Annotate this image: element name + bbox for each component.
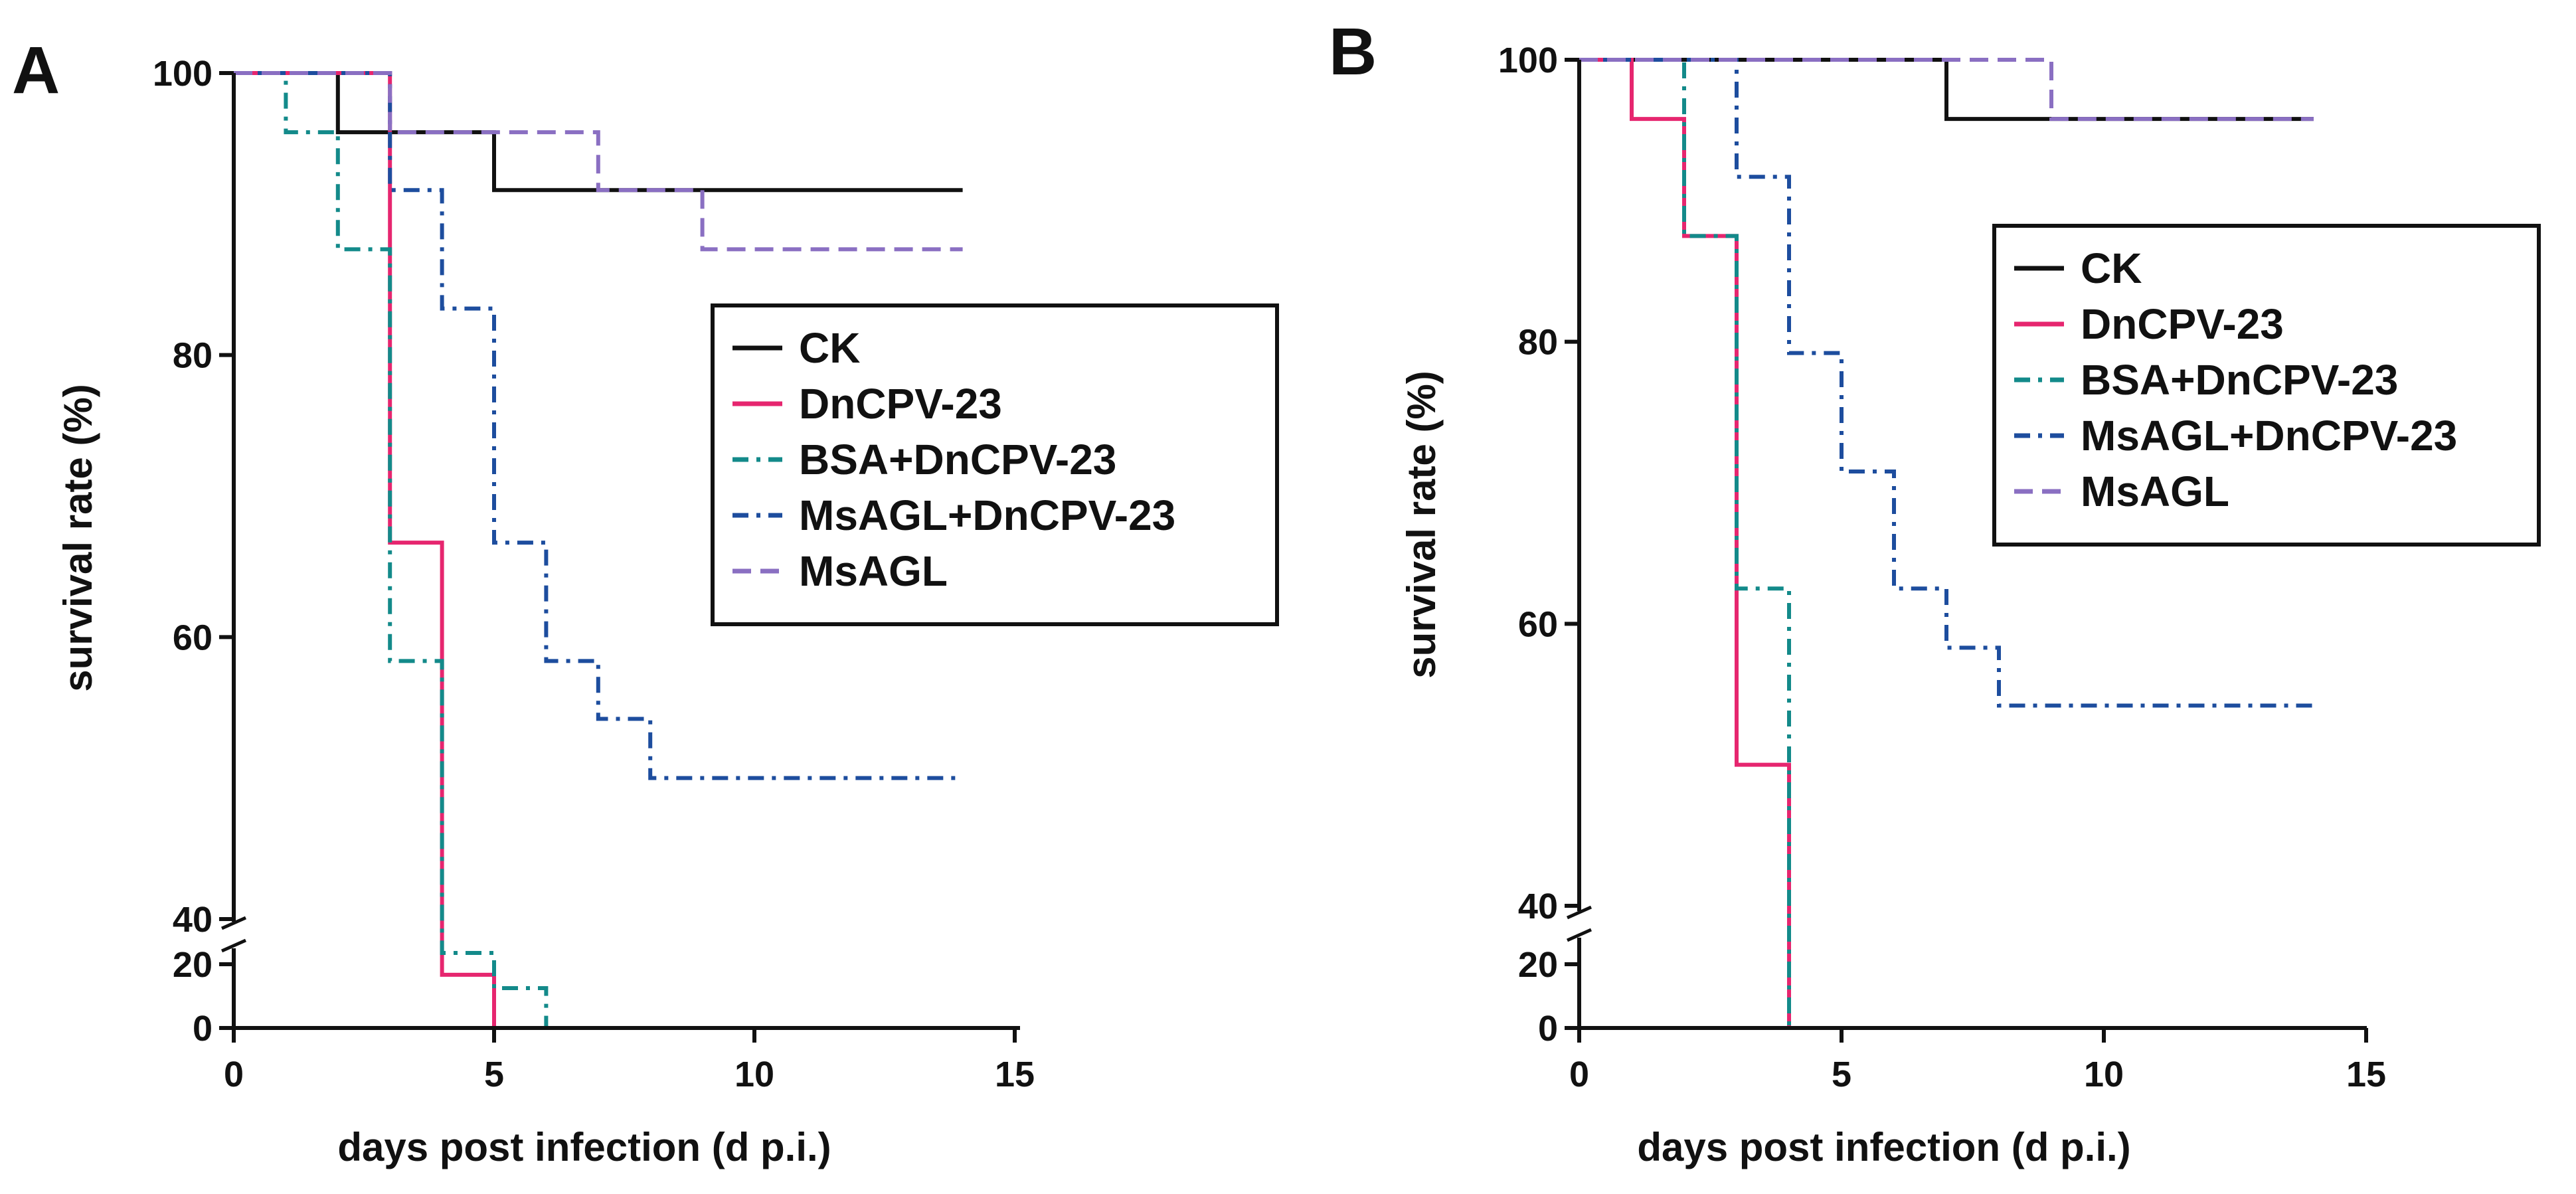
legend-label-msagl-dncpv: MsAGL+DnCPV-23 bbox=[799, 491, 1175, 539]
y-tick-label-60-a: 60 bbox=[173, 618, 213, 657]
x-tick-label-5-a: 5 bbox=[484, 1055, 504, 1094]
legend-label-msagl-dncpv: MsAGL+DnCPV-23 bbox=[2081, 412, 2457, 460]
y-tick-label-0-a: 0 bbox=[193, 1009, 213, 1049]
x-tick-label-5-b: 5 bbox=[1832, 1055, 1851, 1094]
x-axis-title-b: days post infection (d p.i.) bbox=[1637, 1125, 2130, 1169]
legend-label-ck: CK bbox=[799, 324, 860, 372]
panel-a: A 0 20 40 60 80 100 0 5 10 15 days post infection… bbox=[12, 33, 1279, 1169]
axes-b: 0 20 40 60 80 100 0 5 10 15 bbox=[1498, 41, 2386, 1094]
legend-label-msagl: MsAGL bbox=[799, 547, 948, 595]
y-tick-label-40-b: 40 bbox=[1518, 887, 1558, 926]
x-tick-label-0-a: 0 bbox=[224, 1055, 244, 1094]
series-dncpv-23-a bbox=[234, 71, 496, 1028]
x-axis-title-a: days post infection (d p.i.) bbox=[337, 1125, 831, 1169]
y-tick-label-100-b: 100 bbox=[1498, 41, 1558, 80]
legend-label-bsa-dncpv: BSA+DnCPV-23 bbox=[799, 436, 1116, 483]
legend-label-dncpv: DnCPV-23 bbox=[2081, 300, 2284, 348]
series-msagl-dncpv-23-a bbox=[234, 71, 963, 780]
x-tick-label-15-a: 15 bbox=[995, 1055, 1035, 1094]
axis-break-top-a bbox=[220, 916, 247, 930]
y-axis-title-b: survival rate (%) bbox=[1399, 371, 1444, 679]
legend-label-ck: CK bbox=[2081, 244, 2142, 292]
series-ck-b bbox=[1579, 58, 2314, 122]
series-layer-b bbox=[1579, 58, 2314, 1028]
series-layer-a bbox=[234, 71, 963, 1028]
axes-a: 0 20 40 60 80 100 0 5 10 15 bbox=[153, 54, 1035, 1094]
legend-box-a bbox=[711, 303, 1279, 626]
survival-chart-a: A 0 20 40 60 80 100 0 5 10 15 days post infection… bbox=[12, 33, 1279, 1169]
series-msagl-a bbox=[234, 71, 963, 252]
legend-label-dncpv: DnCPV-23 bbox=[799, 380, 1002, 428]
series-bsa-dncpv-23-a bbox=[234, 71, 549, 1028]
x-tick-label-10-a: 10 bbox=[734, 1055, 774, 1094]
series-bsa-dncpv-23-b bbox=[1579, 58, 1791, 1028]
axis-break-top-b bbox=[1566, 905, 1592, 920]
axis-break-bottom-a bbox=[220, 938, 247, 953]
legend-b: CK DnCPV-23 BSA+DnCPV-23 MsAGL+DnCPV-23 … bbox=[1992, 224, 2541, 547]
legend-swatches-b bbox=[2014, 266, 2064, 494]
y-tick-label-60-b: 60 bbox=[1518, 604, 1558, 644]
y-tick-label-80-a: 80 bbox=[173, 336, 213, 376]
series-msagl-b bbox=[1579, 58, 2314, 122]
legend-a: CK DnCPV-23 BSA+DnCPV-23 MsAGL+DnCPV-23 … bbox=[711, 303, 1279, 626]
panel-label-b: B bbox=[1329, 15, 1377, 89]
y-axis-title-a: survival rate (%) bbox=[56, 384, 100, 692]
y-tick-label-20-a: 20 bbox=[173, 945, 213, 985]
legend-box-b bbox=[1992, 224, 2541, 547]
legend-swatches-a bbox=[732, 345, 782, 574]
y-tick-label-0-b: 0 bbox=[1538, 1009, 1558, 1049]
x-tick-label-0-b: 0 bbox=[1569, 1055, 1589, 1094]
y-tick-label-20-b: 20 bbox=[1518, 945, 1558, 985]
survival-chart-b: B 0 20 40 60 80 100 0 5 10 15 days post infection… bbox=[1329, 15, 2541, 1169]
panel-label-a: A bbox=[12, 33, 60, 108]
axis-break-bottom-b bbox=[1566, 928, 1592, 942]
x-tick-label-15-b: 15 bbox=[2346, 1055, 2386, 1094]
panel-b: B 0 20 40 60 80 100 0 5 10 15 days post infection… bbox=[1288, 0, 2576, 1194]
x-tick-label-10-b: 10 bbox=[2084, 1055, 2124, 1094]
legend-label-bsa-dncpv: BSA+DnCPV-23 bbox=[2081, 356, 2398, 404]
legend-label-msagl: MsAGL bbox=[2081, 468, 2229, 515]
series-dncpv-23-b bbox=[1579, 58, 1791, 1028]
y-tick-label-40-a: 40 bbox=[173, 900, 213, 940]
y-tick-label-100-a: 100 bbox=[153, 54, 213, 94]
y-tick-label-80-b: 80 bbox=[1518, 323, 1558, 363]
